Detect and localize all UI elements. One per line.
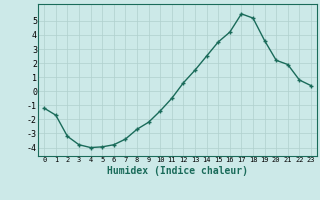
X-axis label: Humidex (Indice chaleur): Humidex (Indice chaleur) <box>107 166 248 176</box>
